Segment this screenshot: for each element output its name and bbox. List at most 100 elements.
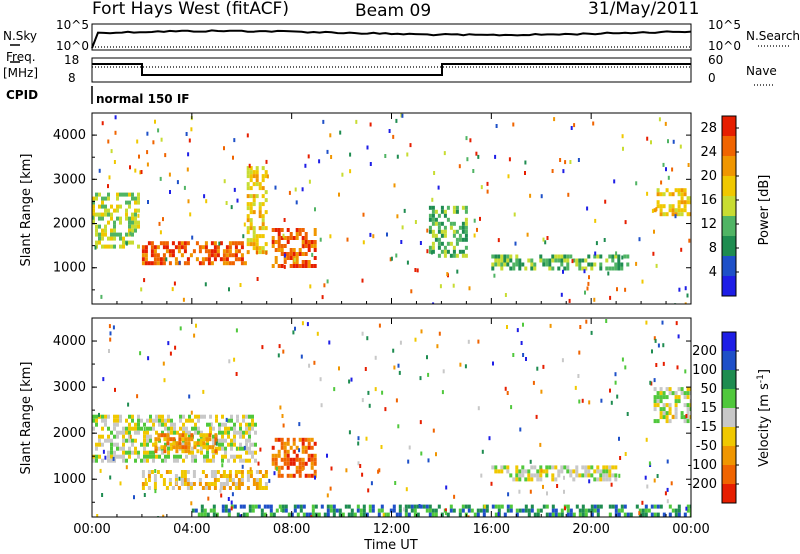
echo-region bbox=[154, 433, 218, 454]
echo-region bbox=[653, 387, 691, 424]
velocity-ylabel: Slant Range [km] bbox=[19, 362, 34, 475]
nave-label: Nave bbox=[746, 64, 777, 78]
x-tick-label: 04:00 bbox=[173, 522, 210, 537]
echo-region bbox=[653, 188, 691, 217]
colorbar-segment bbox=[722, 116, 736, 137]
echo-region bbox=[141, 470, 268, 490]
colorbar-tick-label: 50 bbox=[700, 382, 717, 397]
x-tick-label: 00:00 bbox=[672, 522, 709, 537]
colorbar-tick-label: -100 bbox=[687, 458, 717, 473]
colorbar-tick-label: 28 bbox=[700, 121, 717, 136]
colorbar-segment bbox=[722, 256, 736, 277]
colorbar-segment bbox=[722, 236, 736, 257]
x-tick-label: 00:00 bbox=[73, 522, 110, 537]
x-tick-label: 20:00 bbox=[572, 522, 609, 537]
echo-region bbox=[491, 465, 618, 482]
power-panel: 1000 2000 3000 4000 Slant Range [km] 4 8 12 16… bbox=[19, 112, 772, 305]
echo-region bbox=[271, 228, 317, 268]
y-tick-label: 2000 bbox=[53, 426, 86, 441]
echo-region bbox=[491, 254, 630, 271]
y-tick-label: 1000 bbox=[53, 472, 86, 487]
echo-region bbox=[246, 166, 268, 255]
scatter-echoes bbox=[92, 113, 691, 304]
colorbar-segment bbox=[722, 427, 736, 447]
colorbar-tick-label: 24 bbox=[700, 145, 717, 160]
velocity-colorbar-label: Velocity [m s-1] bbox=[756, 369, 772, 467]
colorbar-segment bbox=[722, 332, 736, 352]
beam-label: Beam 09 bbox=[355, 1, 431, 21]
x-tick-label: 12:00 bbox=[373, 522, 410, 537]
colorbar-segment bbox=[722, 276, 736, 297]
echo-region bbox=[92, 192, 140, 249]
velocity-axes: 1000 2000 3000 4000 00:00 04:00 08:00 12:00 16:0… bbox=[53, 318, 710, 537]
colorbar-tick-label: 200 bbox=[692, 344, 717, 359]
colorbar-tick-label: 100 bbox=[692, 363, 717, 378]
colorbar-frame bbox=[721, 115, 737, 297]
y-tick-label: 2000 bbox=[53, 217, 86, 232]
colorbar-frame bbox=[721, 331, 737, 504]
y-tick-label: 3000 bbox=[53, 380, 86, 395]
colorbar-segment bbox=[722, 370, 736, 390]
noise-left-bottom: 10^0 bbox=[56, 39, 89, 53]
power-ylabel: Slant Range [km] bbox=[19, 154, 34, 267]
colorbar-segment bbox=[722, 465, 736, 485]
title: Fort Hays West (fitACF) bbox=[92, 0, 289, 19]
velocity-panel: 1000 2000 3000 4000 00:00 04:00 08:00 12:00 16:0… bbox=[19, 317, 772, 537]
cpid-label: CPID bbox=[6, 88, 38, 102]
scatter-echoes bbox=[96, 319, 688, 517]
noise-panel bbox=[91, 23, 692, 51]
colorbar-tick-label: -200 bbox=[687, 477, 717, 492]
cpid-value: normal 150 IF bbox=[96, 92, 190, 106]
noise-left-top: 10^5 bbox=[56, 18, 89, 32]
nsky-label: N.Sky bbox=[3, 29, 37, 43]
colorbar-tick-label: 8 bbox=[709, 241, 717, 256]
colorbar-tick-label: -15 bbox=[696, 420, 717, 435]
colorbar-tick-label: -50 bbox=[696, 439, 717, 454]
velocity-colorbar: 200 100 50 15 -15 -50 -100 -200 bbox=[687, 331, 739, 504]
colorbar-segment bbox=[722, 216, 736, 237]
colorbar-segment bbox=[722, 446, 736, 466]
date-label: 31/May/2011 bbox=[588, 0, 700, 19]
time-axis-label: Time UT bbox=[363, 538, 417, 553]
y-tick-label: 1000 bbox=[53, 261, 86, 276]
colorbar-segment bbox=[722, 136, 736, 157]
freq-right-top: 60 bbox=[708, 53, 723, 67]
echo-region bbox=[428, 205, 468, 258]
colorbar-segment bbox=[722, 484, 736, 504]
colorbar-tick-label: 16 bbox=[700, 193, 717, 208]
power-echoes bbox=[92, 113, 691, 304]
freq-left-bottom: 8 bbox=[68, 71, 76, 85]
power-frame bbox=[91, 112, 692, 305]
freq-right-bottom: 0 bbox=[708, 71, 716, 85]
power-colorbar-label: Power [dB] bbox=[757, 175, 772, 246]
velocity-echoes bbox=[92, 319, 691, 517]
colorbar-tick-label: 15 bbox=[700, 401, 717, 416]
colorbar-segment bbox=[722, 176, 736, 197]
colorbar-tick-label: 4 bbox=[709, 265, 717, 280]
freq-unit-label: [MHz] bbox=[3, 66, 38, 80]
colorbar-segment bbox=[722, 351, 736, 371]
colorbar-segment bbox=[722, 156, 736, 177]
noise-right-bottom: 10^0 bbox=[708, 39, 741, 53]
nsky-line bbox=[91, 29, 692, 49]
y-tick-label: 4000 bbox=[53, 334, 86, 349]
freq-label: Freq. bbox=[6, 50, 36, 64]
echo-region bbox=[191, 504, 691, 517]
freq-panel bbox=[91, 57, 692, 83]
x-tick-label: 16:00 bbox=[473, 522, 510, 537]
colorbar-tick-label: 20 bbox=[700, 169, 717, 184]
nsearch-label: N.Search bbox=[746, 29, 800, 43]
y-tick-label: 3000 bbox=[53, 172, 86, 187]
y-tick-label: 4000 bbox=[53, 128, 86, 143]
colorbar-segment bbox=[722, 408, 736, 428]
colorbar-segment bbox=[722, 196, 736, 217]
power-colorbar: 4 8 12 16 20 24 28 bbox=[700, 115, 739, 297]
freq-line bbox=[92, 63, 691, 76]
colorbar-tick-label: 12 bbox=[700, 217, 717, 232]
echo-region bbox=[271, 437, 317, 478]
x-tick-label: 08:00 bbox=[273, 522, 310, 537]
noise-right-top: 10^5 bbox=[708, 18, 741, 32]
colorbar-segment bbox=[722, 389, 736, 409]
freq-left-top: 18 bbox=[64, 53, 79, 67]
